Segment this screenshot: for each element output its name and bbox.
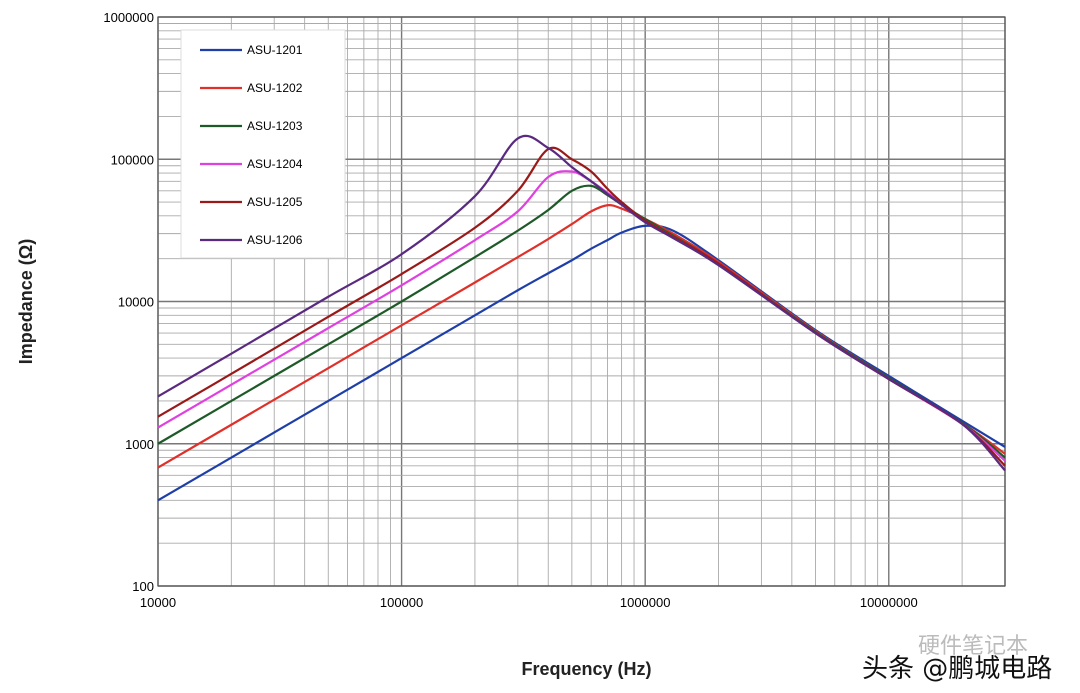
y-tick-label: 1000000 (103, 10, 154, 25)
x-tick-label: 10000 (140, 595, 176, 610)
y-tick-label: 100 (132, 579, 154, 594)
watermark-toutiao: 头条 @鹏城电路 (862, 654, 1053, 684)
legend-label: ASU-1204 (247, 157, 303, 171)
legend-label: ASU-1202 (247, 81, 303, 95)
series-line-asu-1206 (157, 134, 1006, 472)
plot-area (157, 16, 1006, 587)
y-tick-label: 10000 (118, 295, 154, 310)
y-axis-label: Impedance (Ω) (16, 239, 36, 364)
x-tick-label: 10000000 (860, 595, 918, 610)
x-tick-label: 1000000 (620, 595, 671, 610)
legend-label: ASU-1206 (247, 233, 303, 247)
y-tick-label: 100000 (111, 152, 154, 167)
watermark-wechat: 硬件笔记本 (918, 634, 1029, 659)
x-axis-label: Frequency (Hz) (521, 659, 651, 679)
legend-label: ASU-1203 (247, 119, 303, 133)
legend-label: ASU-1205 (247, 195, 303, 209)
legend-box (180, 29, 346, 259)
y-tick-label: 1000 (125, 437, 154, 452)
legend-label: ASU-1201 (247, 43, 303, 57)
x-tick-label: 100000 (380, 595, 423, 610)
legend: ASU-1201 ASU-1202 ASU-1203 ASU-1204 ASU-1205… (180, 29, 346, 259)
